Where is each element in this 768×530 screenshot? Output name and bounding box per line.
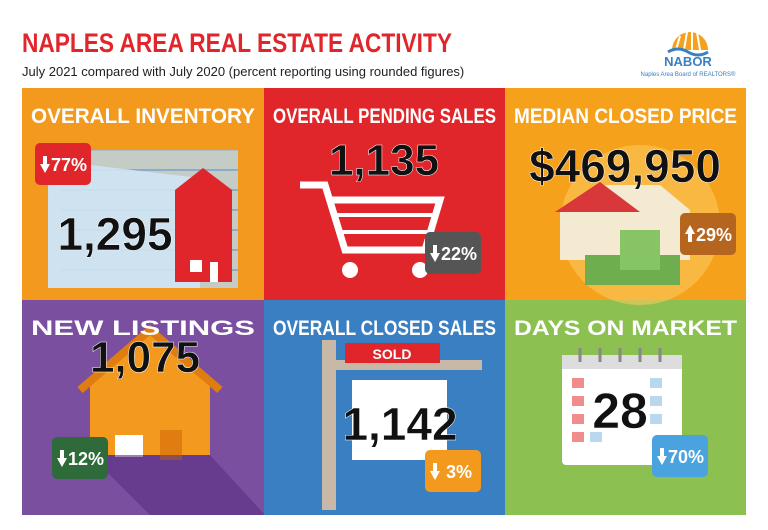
- logo-name: NABOR: [664, 54, 712, 69]
- change-arrow: [685, 225, 695, 242]
- change-badge: [52, 437, 108, 479]
- change-value: 77%: [51, 155, 87, 175]
- tile-value: $469,950: [529, 140, 721, 192]
- tile-value: 1,142: [342, 398, 457, 450]
- tile-title: MEDIAN CLOSED PRICE: [514, 105, 737, 128]
- tile-title: OVERALL PENDING SALES: [273, 105, 496, 128]
- change-value: 12%: [68, 449, 104, 469]
- change-badge: [35, 143, 91, 185]
- title: NAPLES AREA REAL ESTATE ACTIVITY: [22, 28, 452, 58]
- tile-title: DAYS ON MARKET: [514, 317, 737, 340]
- tile-title: OVERALL CLOSED SALES: [273, 317, 496, 340]
- change-arrow: [430, 245, 440, 262]
- logo: NABOR Naples Area Board of REALTORS®: [641, 30, 736, 78]
- sold-sign: SOLD: [373, 346, 412, 362]
- subtitle: July 2021 compared with July 2020 (perce…: [22, 64, 464, 79]
- change-badge: [680, 213, 736, 255]
- tile-value: 1,135: [329, 136, 439, 185]
- change-value: 70%: [668, 447, 704, 467]
- change-value: 29%: [696, 225, 732, 245]
- tile-value: 28: [592, 383, 648, 439]
- tile-title: NEW LISTINGS: [31, 317, 255, 340]
- change-value: 22%: [441, 244, 477, 264]
- change-arrow: [40, 156, 50, 173]
- change-arrow: [57, 450, 67, 467]
- change-badge: [425, 450, 481, 492]
- tile-value: 1,075: [90, 333, 200, 382]
- change-value: 3%: [446, 462, 472, 482]
- tile-title: OVERALL INVENTORY: [31, 105, 255, 128]
- tile-value: 1,295: [57, 208, 172, 260]
- logo-tagline: Naples Area Board of REALTORS®: [641, 71, 736, 78]
- change-badge: [652, 435, 708, 477]
- change-arrow: [430, 463, 440, 480]
- change-arrow: [657, 448, 667, 465]
- change-badge: [425, 232, 481, 274]
